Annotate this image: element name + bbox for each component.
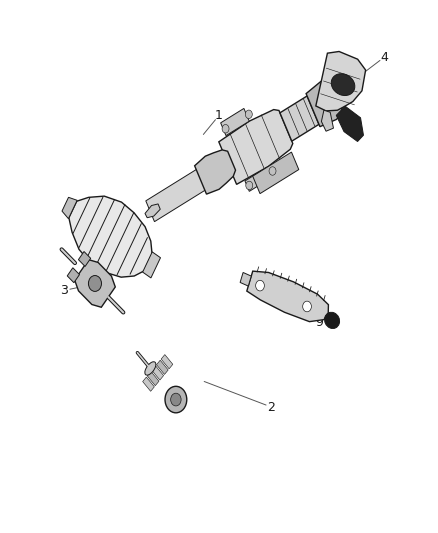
Polygon shape xyxy=(336,106,364,141)
Polygon shape xyxy=(69,196,152,277)
Polygon shape xyxy=(78,252,91,266)
Polygon shape xyxy=(152,366,163,380)
Circle shape xyxy=(269,167,276,175)
Ellipse shape xyxy=(145,362,156,375)
Polygon shape xyxy=(74,260,115,307)
Ellipse shape xyxy=(325,312,339,328)
Circle shape xyxy=(88,276,102,292)
Polygon shape xyxy=(321,110,333,131)
Text: 1: 1 xyxy=(215,109,223,122)
Polygon shape xyxy=(146,165,213,222)
Polygon shape xyxy=(194,150,236,194)
Polygon shape xyxy=(245,166,272,191)
Polygon shape xyxy=(143,252,160,278)
Polygon shape xyxy=(145,204,160,217)
Polygon shape xyxy=(280,96,319,141)
Polygon shape xyxy=(306,79,343,127)
Polygon shape xyxy=(67,268,79,282)
Circle shape xyxy=(303,301,311,312)
Text: 3: 3 xyxy=(60,284,68,297)
Text: 2: 2 xyxy=(267,400,275,414)
Ellipse shape xyxy=(331,74,355,95)
Polygon shape xyxy=(316,52,366,111)
Text: 9: 9 xyxy=(315,316,323,329)
Text: 10: 10 xyxy=(78,223,94,236)
Circle shape xyxy=(171,393,181,406)
Polygon shape xyxy=(62,197,77,219)
Polygon shape xyxy=(219,110,293,184)
Polygon shape xyxy=(247,271,328,321)
Text: 4: 4 xyxy=(381,51,389,63)
Polygon shape xyxy=(253,152,299,193)
Polygon shape xyxy=(147,372,159,386)
Circle shape xyxy=(222,125,229,133)
Circle shape xyxy=(245,110,252,118)
Polygon shape xyxy=(161,354,173,369)
Polygon shape xyxy=(143,377,154,391)
Circle shape xyxy=(256,280,265,291)
Circle shape xyxy=(165,386,187,413)
Circle shape xyxy=(246,181,253,190)
Polygon shape xyxy=(221,108,249,135)
Polygon shape xyxy=(240,272,251,286)
Polygon shape xyxy=(156,360,168,375)
